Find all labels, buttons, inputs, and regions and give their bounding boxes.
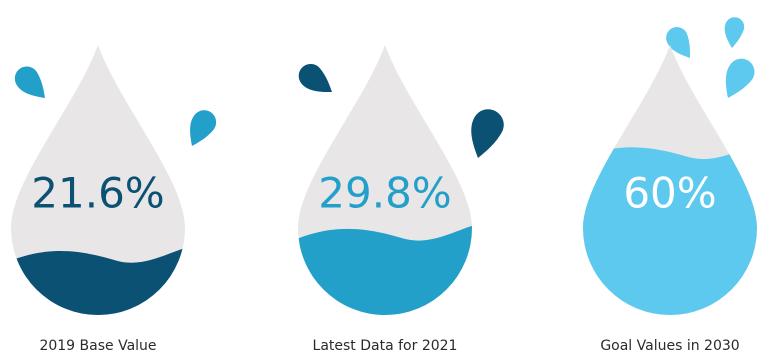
- fill-level: [583, 143, 757, 316]
- category-label: 2019 Base Value: [39, 338, 156, 354]
- value-label: 29.8%: [318, 169, 451, 218]
- droplet: [457, 103, 510, 162]
- fill-level: [10, 246, 186, 316]
- category-label: Latest Data for 2021: [313, 338, 458, 354]
- droplet: [178, 105, 222, 150]
- value-label: 60%: [623, 169, 716, 218]
- droplet: [293, 59, 337, 104]
- fill-level: [298, 224, 472, 315]
- droplet: [712, 53, 760, 103]
- droplet: [10, 62, 51, 107]
- droplet: [718, 14, 747, 50]
- drop: [10, 45, 186, 316]
- category-label: Goal Values in 2030: [600, 338, 739, 354]
- value-label: 21.6%: [31, 169, 164, 218]
